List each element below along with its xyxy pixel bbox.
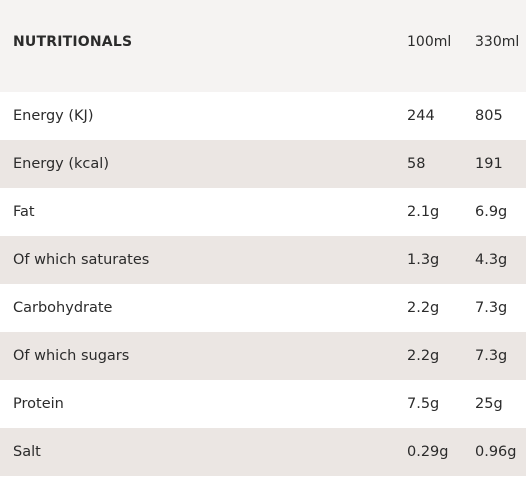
nutrient-label: Protein	[13, 396, 64, 412]
header-330ml: 330ml	[475, 34, 520, 50]
value-100ml: 2.1g	[407, 204, 440, 220]
value-330ml: 7.3g	[475, 348, 508, 364]
table-row: Of which saturates 1.3g 4.3g	[0, 236, 526, 284]
value-100ml: 244	[407, 108, 435, 124]
table-row: Of which sugars 2.2g 7.3g	[0, 332, 526, 380]
value-330ml: 7.3g	[475, 300, 508, 316]
nutrient-label: Energy (kcal)	[13, 156, 109, 172]
value-330ml: 805	[475, 108, 503, 124]
nutrient-label: Salt	[13, 444, 41, 460]
table-row: Carbohydrate 2.2g 7.3g	[0, 284, 526, 332]
table-row: Fat 2.1g 6.9g	[0, 188, 526, 236]
nutrient-label: Fat	[13, 204, 35, 220]
nutrition-table-header: NUTRITIONALS 100ml 330ml	[0, 0, 526, 92]
nutrient-label: Energy (KJ)	[13, 108, 94, 124]
value-330ml: 191	[475, 156, 503, 172]
header-row: NUTRITIONALS 100ml 330ml	[0, 0, 526, 92]
table-row: Energy (KJ) 244 805	[0, 92, 526, 140]
value-100ml: 7.5g	[407, 396, 440, 412]
header-100ml: 100ml	[407, 34, 452, 50]
value-330ml: 4.3g	[475, 252, 508, 268]
nutrition-table-body: Energy (KJ) 244 805 Energy (kcal) 58 191…	[0, 92, 526, 476]
value-330ml: 0.96g	[475, 444, 517, 460]
value-100ml: 2.2g	[407, 348, 440, 364]
nutrient-label: Of which sugars	[13, 348, 130, 364]
nutrient-label: Of which saturates	[13, 252, 150, 268]
value-330ml: 6.9g	[475, 204, 508, 220]
value-100ml: 0.29g	[407, 444, 449, 460]
value-100ml: 1.3g	[407, 252, 440, 268]
value-330ml: 25g	[475, 396, 503, 412]
header-nutritionals: NUTRITIONALS	[13, 34, 133, 50]
table-row: Energy (kcal) 58 191	[0, 140, 526, 188]
nutrient-label: Carbohydrate	[13, 300, 113, 316]
table-row: Protein 7.5g 25g	[0, 380, 526, 428]
table-row: Salt 0.29g 0.96g	[0, 428, 526, 476]
value-100ml: 58	[407, 156, 426, 172]
value-100ml: 2.2g	[407, 300, 440, 316]
